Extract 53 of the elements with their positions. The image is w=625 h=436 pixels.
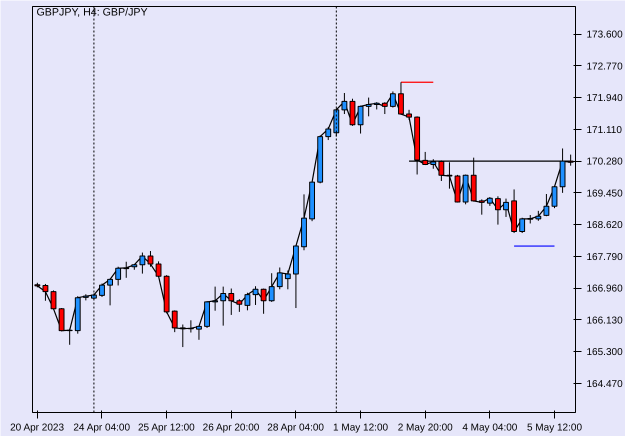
candlestick <box>99 283 105 298</box>
candlestick <box>139 252 146 274</box>
x-tick-label: 4 May 04:00 <box>462 422 518 434</box>
candlestick <box>268 272 275 302</box>
candlestick <box>236 298 242 312</box>
candlestick <box>244 292 250 311</box>
candlestick <box>406 109 412 120</box>
candlestick <box>107 278 113 306</box>
candlestick <box>260 288 267 314</box>
candlestick <box>366 97 372 117</box>
candlestick <box>220 286 226 326</box>
y-tick-label: 168.620 <box>586 220 624 232</box>
y-tick-label: 171.110 <box>586 124 622 136</box>
y-tick-label: 166.960 <box>586 284 624 295</box>
candlestick <box>350 98 356 126</box>
y-tick-label: 167.790 <box>586 252 624 263</box>
candlestick <box>252 286 258 306</box>
candlestick <box>115 266 122 286</box>
candlestick <box>478 198 485 216</box>
candlestick <box>535 210 542 222</box>
candlestick <box>284 270 291 290</box>
candlestick <box>276 266 283 290</box>
candlestick <box>228 288 234 316</box>
candlestick <box>50 290 56 310</box>
chart-title: GBPJPY, H4: GBP/JPY <box>36 6 148 18</box>
candlestick <box>358 105 364 134</box>
candlestick <box>552 186 558 209</box>
candlestick <box>148 250 154 268</box>
y-tick-label: 170.280 <box>586 156 624 168</box>
y-tick-label: 171.940 <box>586 93 624 104</box>
x-tick-label: 28 Apr 04:00 <box>267 422 324 434</box>
candlestick <box>325 126 332 141</box>
x-tick-label: 26 Apr 20:00 <box>202 422 260 434</box>
candlestick <box>519 217 526 234</box>
y-tick-label: 166.130 <box>586 315 624 326</box>
y-tick-label: 165.300 <box>586 347 624 358</box>
candlestick <box>42 283 48 302</box>
candlestick <box>382 102 388 115</box>
x-tick-label: 25 Apr 12:00 <box>138 422 196 434</box>
x-tick-label: 1 May 12:00 <box>333 422 389 434</box>
y-tick-label: 172.770 <box>586 61 624 72</box>
y-tick-label: 164.470 <box>586 378 624 390</box>
x-tick-label: 5 May 12:00 <box>526 422 582 434</box>
x-tick-label: 24 Apr 04:00 <box>73 422 131 434</box>
x-tick-label: 2 May 20:00 <box>398 422 454 434</box>
candlestick <box>495 196 501 226</box>
candlestick <box>156 260 162 278</box>
y-tick-label: 169.450 <box>586 188 624 200</box>
candlestick <box>212 286 218 312</box>
candlestick <box>543 194 550 217</box>
candlestick <box>503 198 509 218</box>
x-tick-label: 20 Apr 2023 <box>10 422 64 434</box>
y-tick-label: 173.600 <box>586 30 624 41</box>
